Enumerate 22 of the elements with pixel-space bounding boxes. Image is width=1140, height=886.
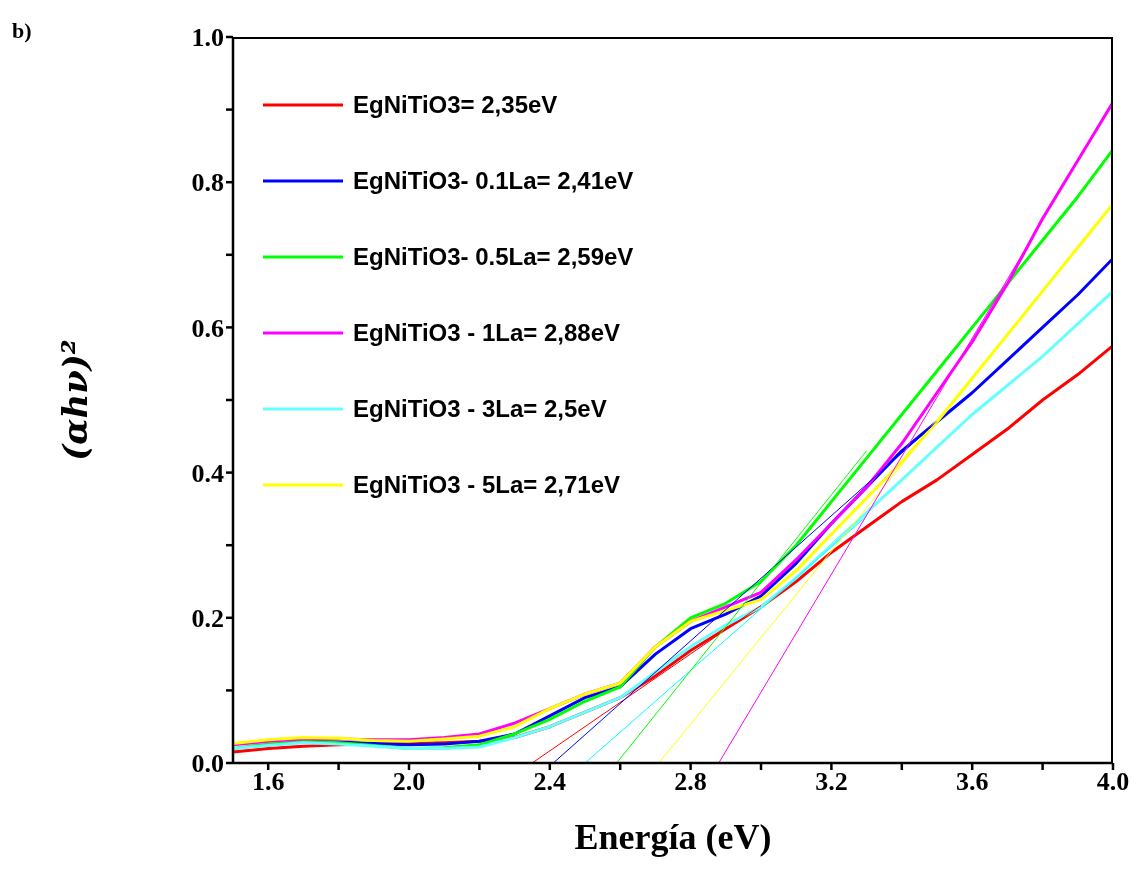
legend-label: EgNiTiO3- 0.1La= 2,41eV bbox=[353, 167, 634, 195]
legend-label: EgNiTiO3 - 5La= 2,71eV bbox=[353, 471, 621, 499]
x-tick-label: 3.6 bbox=[955, 767, 989, 797]
x-tick-label: 3.2 bbox=[815, 767, 848, 797]
y-tick-label: 0.8 bbox=[191, 168, 224, 198]
legend-label: EgNiTiO3 - 1La= 2,88eV bbox=[353, 319, 621, 347]
y-tick-label: 0.0 bbox=[191, 749, 224, 779]
y-tick-label: 0.2 bbox=[191, 604, 224, 634]
x-tick-label: 4.0 bbox=[1096, 767, 1130, 797]
y-tick-label: 0.4 bbox=[191, 458, 224, 488]
legend-label: EgNiTiO3= 2,35eV bbox=[353, 91, 558, 119]
text: b) bbox=[12, 18, 32, 44]
x-tick-label: 2.4 bbox=[533, 767, 567, 797]
legend-label: EgNiTiO3- 0.5La= 2,59eV bbox=[353, 243, 634, 271]
legend-label: EgNiTiO3 - 3La= 2,5eV bbox=[353, 395, 607, 423]
x-tick-label: 2.8 bbox=[674, 767, 707, 797]
y-axis-title: (αhν)² bbox=[55, 339, 95, 461]
y-tick-label: 1.0 bbox=[191, 23, 224, 53]
x-tick-label: 2.0 bbox=[392, 767, 426, 797]
x-axis-title: Energía (eV) bbox=[573, 816, 773, 858]
y-tick-label: 0.6 bbox=[191, 313, 224, 343]
x-tick-label: 1.6 bbox=[251, 767, 285, 797]
